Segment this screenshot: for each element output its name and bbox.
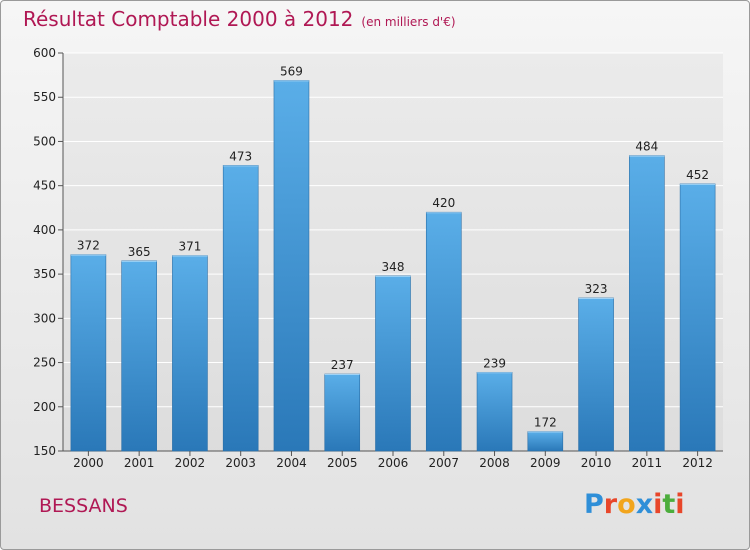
y-tick-label: 250 (33, 356, 56, 370)
y-tick-label: 150 (33, 444, 56, 458)
value-label: 452 (686, 168, 709, 182)
bar (273, 80, 310, 452)
value-label: 323 (585, 282, 608, 296)
logo-letter: r (603, 489, 618, 520)
y-tick-label: 350 (33, 267, 56, 281)
x-tick-label: 2008 (479, 456, 510, 470)
x-tick-label: 2004 (276, 456, 307, 470)
value-label: 569 (280, 64, 303, 78)
value-label: 348 (382, 260, 405, 274)
bar (629, 155, 665, 452)
x-tick-label: 2009 (530, 456, 561, 470)
bar (476, 371, 513, 452)
chart-title-text: Résultat Comptable 2000 à 2012 (23, 7, 354, 31)
value-label: 372 (77, 239, 100, 253)
bar (121, 260, 157, 452)
x-tick-label: 2010 (581, 456, 612, 470)
x-tick-label: 2007 (428, 456, 459, 470)
bar (527, 431, 564, 452)
logo-letter: x (635, 489, 654, 520)
bar (324, 373, 361, 452)
value-label: 371 (178, 240, 201, 254)
bar (222, 165, 259, 452)
x-tick-label: 2011 (632, 456, 663, 470)
bar (172, 255, 208, 452)
y-tick-label: 500 (33, 134, 56, 148)
logo-letter: t (662, 489, 676, 520)
bar (70, 254, 107, 452)
x-tick-label: 2001 (124, 456, 155, 470)
value-label: 365 (128, 245, 151, 259)
x-tick-label: 2003 (225, 456, 256, 470)
logo-letter: o (617, 489, 636, 520)
bar (425, 211, 462, 452)
proxiti-logo: Proxiti (584, 489, 685, 520)
value-label: 172 (534, 416, 557, 430)
chart-subtitle: (en milliers d'€) (361, 15, 456, 29)
x-tick-label: 2006 (378, 456, 409, 470)
bar (679, 183, 716, 452)
value-label: 237 (331, 358, 354, 372)
value-label: 473 (229, 149, 252, 163)
y-tick-label: 300 (33, 311, 56, 325)
bar (375, 275, 411, 452)
bar (578, 297, 614, 452)
y-tick-label: 550 (33, 90, 56, 104)
x-tick-label: 2012 (682, 456, 713, 470)
logo-letter: i (653, 489, 663, 520)
logo-letter: P (584, 489, 604, 520)
value-label: 420 (432, 196, 455, 210)
value-label: 484 (635, 140, 658, 154)
y-tick-label: 400 (33, 223, 56, 237)
x-tick-label: 2005 (327, 456, 358, 470)
city-name: BESSANS (39, 495, 128, 517)
logo-letter: i (675, 489, 685, 520)
x-tick-label: 2002 (175, 456, 206, 470)
value-label: 239 (483, 356, 506, 370)
y-tick-label: 200 (33, 400, 56, 414)
x-tick-label: 2000 (73, 456, 104, 470)
y-tick-label: 450 (33, 179, 56, 193)
y-tick-label: 600 (33, 46, 56, 60)
chart-title: Résultat Comptable 2000 à 2012 (en millie… (23, 7, 456, 31)
